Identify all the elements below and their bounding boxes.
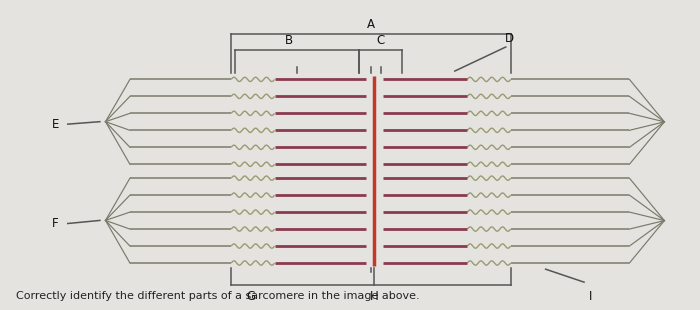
Text: E: E <box>52 117 59 131</box>
Text: H: H <box>370 290 379 303</box>
Text: F: F <box>52 217 59 230</box>
Text: B: B <box>284 34 293 47</box>
Text: G: G <box>246 290 256 303</box>
Text: Correctly identify the different parts of a sarcomere in the image above.: Correctly identify the different parts o… <box>16 291 420 301</box>
Text: A: A <box>367 18 375 31</box>
Text: C: C <box>377 34 385 47</box>
Text: I: I <box>589 290 593 303</box>
Text: D: D <box>505 33 514 46</box>
